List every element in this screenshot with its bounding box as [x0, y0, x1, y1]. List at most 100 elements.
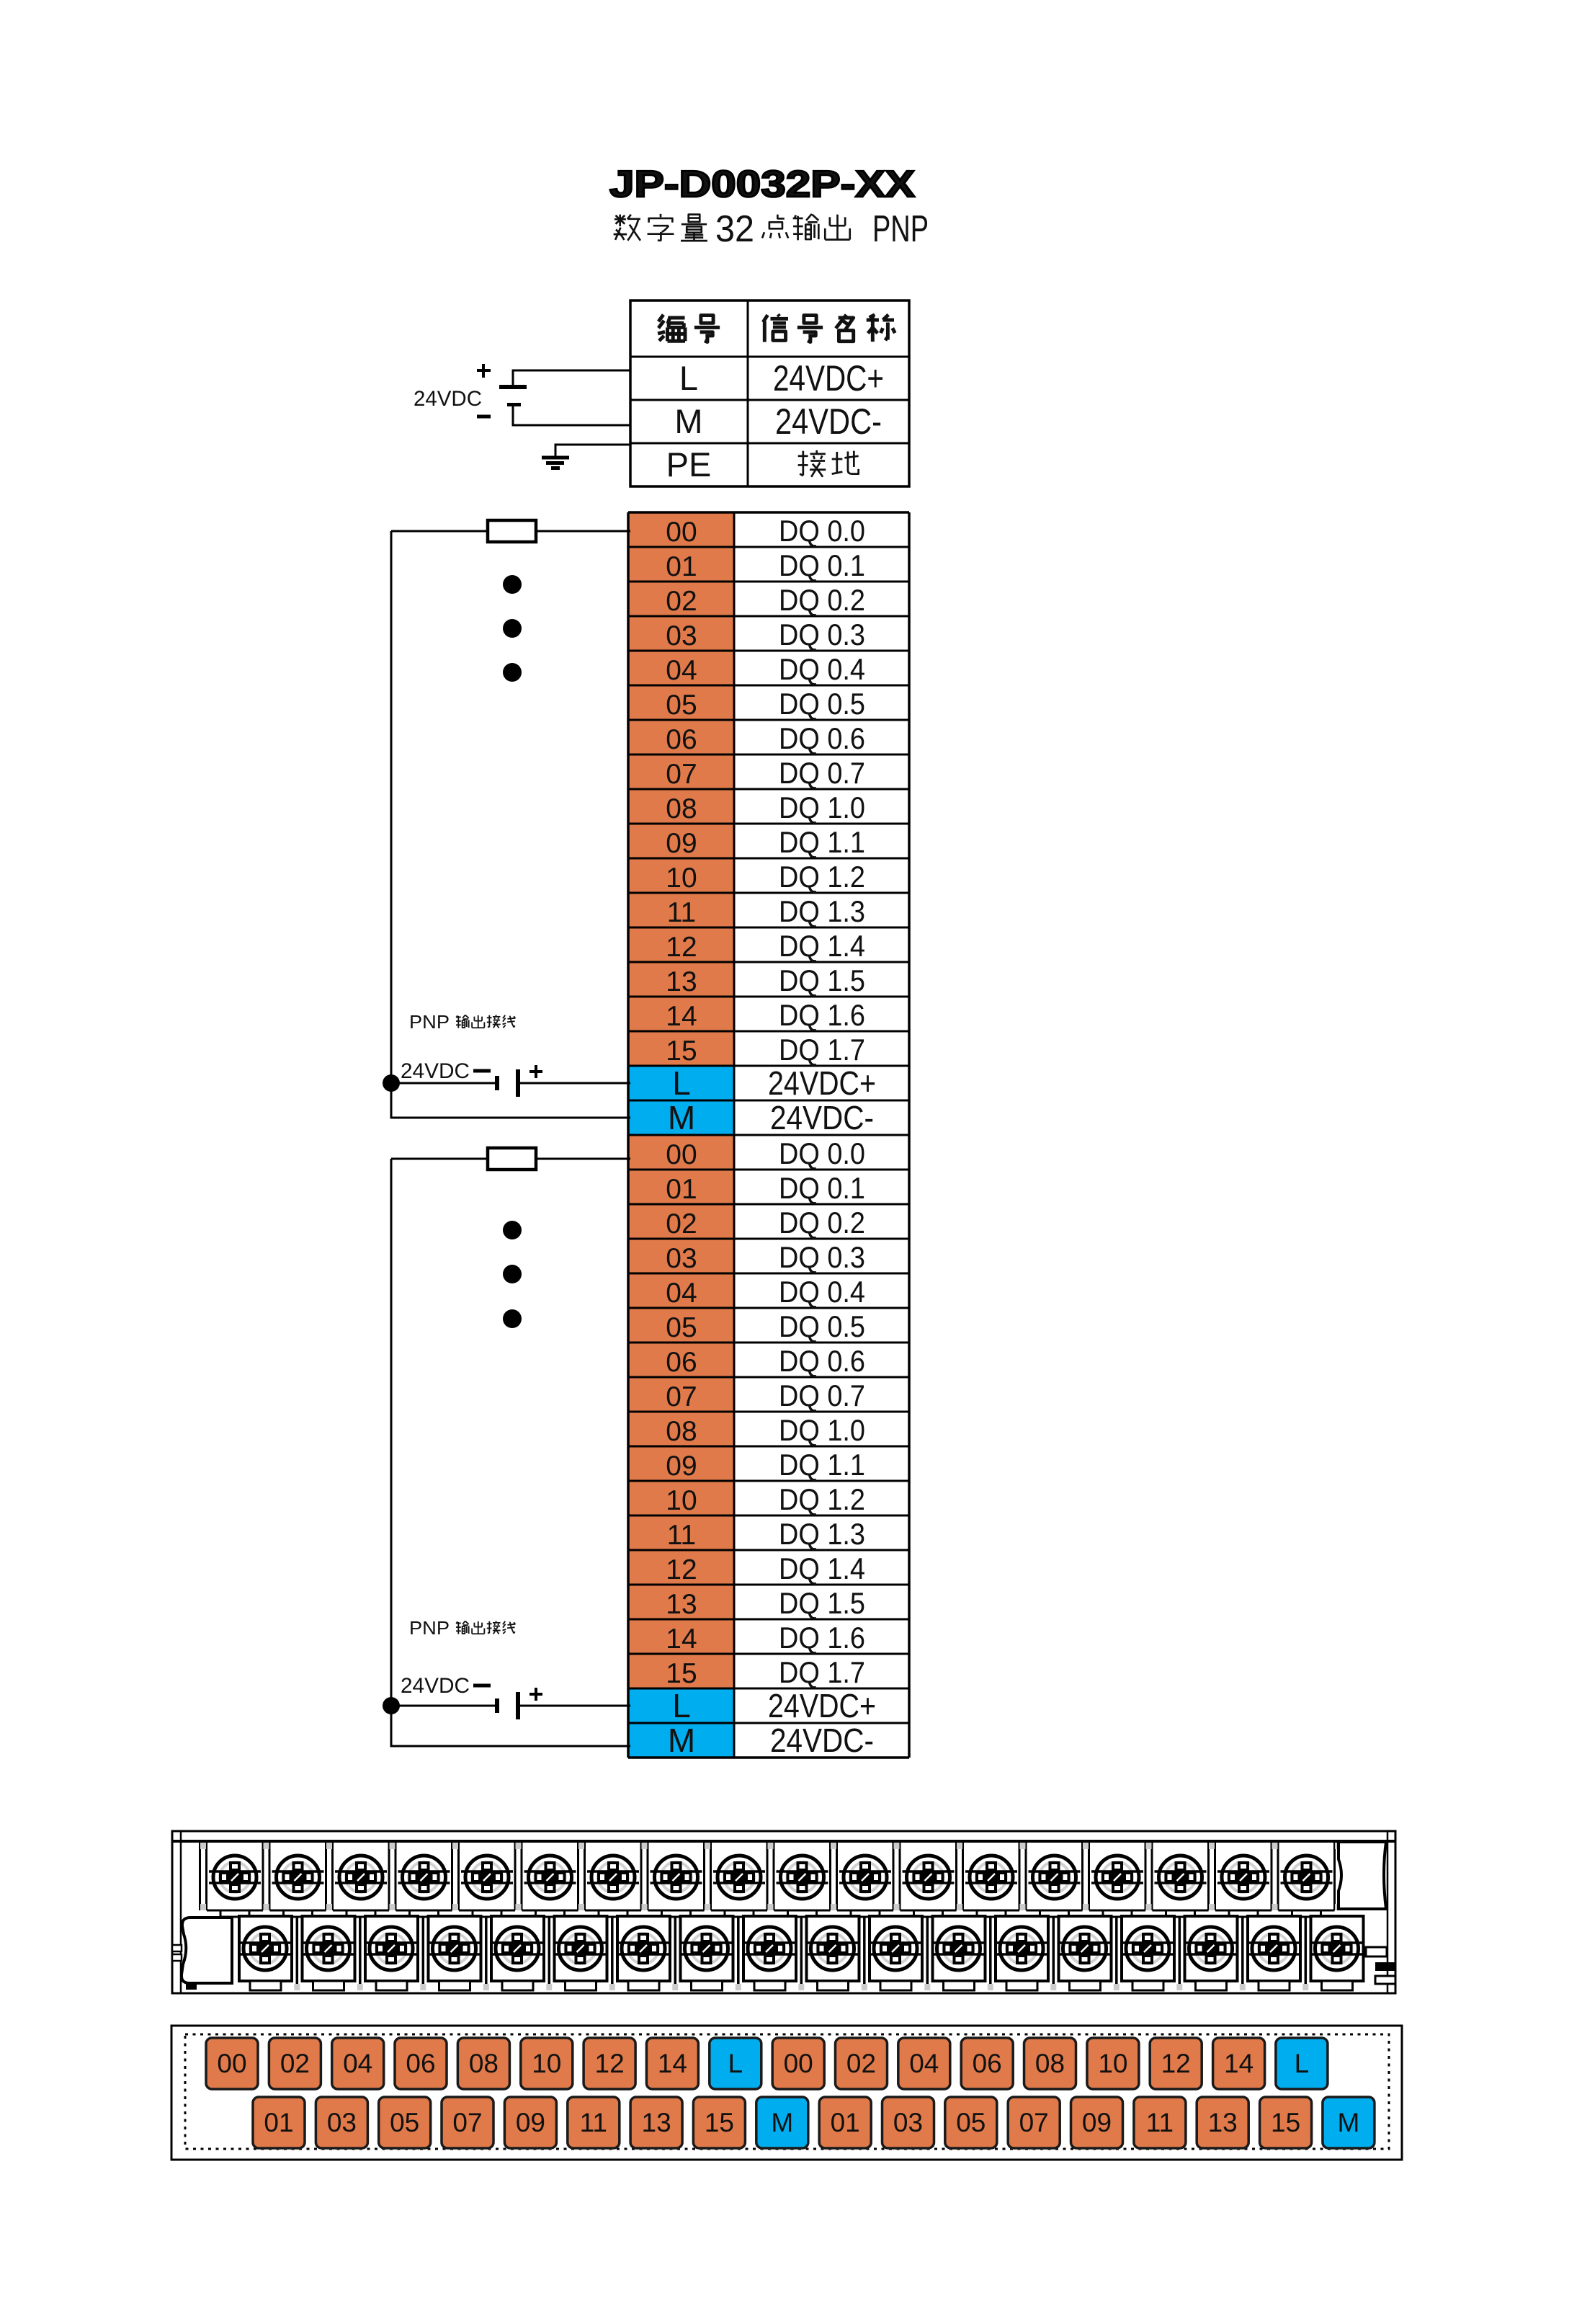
svg-text:DQ 0.6: DQ 0.6	[779, 1344, 865, 1378]
svg-text:04: 04	[666, 655, 697, 686]
svg-text:M: M	[668, 1099, 695, 1136]
svg-text:24VDC+: 24VDC+	[768, 1064, 876, 1102]
svg-text:02: 02	[280, 2049, 310, 2078]
svg-text:DQ 1.2: DQ 1.2	[779, 1482, 865, 1516]
svg-text:12: 12	[666, 932, 697, 963]
svg-text:DQ 0.3: DQ 0.3	[779, 1240, 865, 1274]
svg-text:L: L	[728, 2049, 743, 2078]
svg-text:04: 04	[343, 2049, 372, 2078]
svg-text:DQ 1.2: DQ 1.2	[779, 860, 865, 894]
svg-text:10: 10	[666, 863, 697, 894]
svg-text:DQ 1.4: DQ 1.4	[779, 1551, 865, 1585]
svg-text:15: 15	[1271, 2108, 1300, 2137]
svg-text:01: 01	[666, 551, 697, 582]
svg-text:12: 12	[595, 2049, 625, 2078]
svg-text:DQ 0.7: DQ 0.7	[779, 1379, 865, 1412]
svg-text:08: 08	[666, 1416, 697, 1447]
svg-text:05: 05	[666, 1312, 697, 1343]
svg-text:DQ 0.2: DQ 0.2	[779, 583, 865, 617]
svg-text:07: 07	[452, 2108, 482, 2137]
svg-text:10: 10	[1098, 2049, 1127, 2078]
svg-text:DQ 0.4: DQ 0.4	[779, 652, 865, 686]
svg-text:DQ 0.0: DQ 0.0	[779, 514, 865, 548]
svg-text:03: 03	[666, 1243, 697, 1274]
svg-text:04: 04	[909, 2049, 939, 2078]
svg-text:24VDC-: 24VDC-	[770, 1722, 874, 1759]
svg-text:01: 01	[666, 1174, 697, 1205]
svg-text:PNP: PNP	[409, 1011, 450, 1033]
svg-text:06: 06	[666, 724, 697, 755]
svg-text:07: 07	[1019, 2108, 1049, 2137]
svg-text:14: 14	[666, 1624, 697, 1655]
svg-text:11: 11	[667, 1520, 697, 1551]
svg-text:02: 02	[846, 2049, 876, 2078]
svg-text:06: 06	[406, 2049, 435, 2078]
svg-text:07: 07	[666, 759, 697, 790]
svg-text:09: 09	[516, 2108, 545, 2137]
svg-text:11: 11	[1146, 2108, 1174, 2137]
svg-text:DQ 1.1: DQ 1.1	[779, 1448, 865, 1482]
svg-text:07: 07	[666, 1381, 697, 1412]
svg-text:00: 00	[784, 2049, 813, 2078]
svg-text:M: M	[668, 1722, 695, 1759]
svg-text:05: 05	[666, 690, 697, 721]
svg-text:13: 13	[1208, 2108, 1238, 2137]
svg-text:DQ 1.6: DQ 1.6	[779, 1621, 865, 1655]
svg-text:14: 14	[658, 2049, 687, 2078]
svg-text:DQ 0.4: DQ 0.4	[779, 1275, 865, 1309]
svg-text:15: 15	[666, 1658, 697, 1689]
svg-text:DQ 1.5: DQ 1.5	[779, 963, 865, 997]
svg-text:05: 05	[390, 2108, 419, 2137]
svg-text:01: 01	[831, 2108, 860, 2137]
svg-text:14: 14	[666, 1001, 697, 1032]
svg-text:08: 08	[1035, 2049, 1065, 2078]
svg-text:09: 09	[666, 1451, 697, 1482]
svg-text:09: 09	[666, 828, 697, 859]
svg-text:10: 10	[532, 2049, 561, 2078]
svg-text:M: M	[674, 402, 702, 440]
svg-text:06: 06	[973, 2049, 1002, 2078]
svg-text:DQ 0.5: DQ 0.5	[779, 1309, 865, 1343]
svg-text:DQ 1.3: DQ 1.3	[779, 894, 865, 928]
svg-text:DQ 0.2: DQ 0.2	[779, 1206, 865, 1239]
svg-text:01: 01	[264, 2108, 293, 2137]
svg-text:DQ 1.0: DQ 1.0	[779, 791, 865, 824]
svg-text:00: 00	[666, 517, 697, 548]
svg-text:L: L	[672, 1064, 691, 1102]
svg-text:L: L	[672, 1687, 691, 1724]
svg-text:24VDC+: 24VDC+	[768, 1687, 876, 1724]
svg-text:PE: PE	[666, 445, 712, 484]
svg-text:12: 12	[1161, 2049, 1191, 2078]
svg-text:03: 03	[327, 2108, 357, 2137]
svg-text:DQ 1.7: DQ 1.7	[779, 1033, 865, 1067]
svg-text:06: 06	[666, 1347, 697, 1378]
svg-text:12: 12	[666, 1554, 697, 1585]
svg-text:DQ 1.3: DQ 1.3	[779, 1517, 865, 1551]
svg-text:14: 14	[1224, 2049, 1253, 2078]
svg-text:15: 15	[705, 2108, 734, 2137]
svg-text:DQ 0.1: DQ 0.1	[779, 548, 865, 582]
svg-text:PNP: PNP	[872, 208, 929, 250]
svg-text:03: 03	[666, 620, 697, 651]
svg-text:32: 32	[715, 208, 754, 250]
svg-text:DQ 1.7: DQ 1.7	[779, 1655, 865, 1689]
svg-text:15: 15	[666, 1036, 697, 1067]
svg-text:DQ 0.7: DQ 0.7	[779, 756, 865, 790]
svg-text:08: 08	[469, 2049, 499, 2078]
svg-text:24VDC: 24VDC	[401, 1674, 470, 1698]
svg-text:13: 13	[642, 2108, 671, 2137]
svg-text:11: 11	[667, 897, 697, 928]
svg-text:00: 00	[666, 1139, 697, 1170]
svg-text:24VDC-: 24VDC-	[770, 1099, 874, 1136]
svg-text:M: M	[771, 2108, 793, 2137]
svg-text:DQ 0.6: DQ 0.6	[779, 721, 865, 755]
svg-text:08: 08	[666, 793, 697, 824]
svg-text:24VDC+: 24VDC+	[773, 358, 884, 399]
svg-text:DQ 1.6: DQ 1.6	[779, 998, 865, 1032]
svg-text:DQ 1.1: DQ 1.1	[779, 825, 865, 859]
svg-text:DQ 0.3: DQ 0.3	[779, 618, 865, 651]
svg-text:24VDC: 24VDC	[414, 387, 482, 411]
svg-text:24VDC: 24VDC	[401, 1059, 470, 1083]
svg-text:05: 05	[956, 2108, 986, 2137]
svg-text:24VDC-: 24VDC-	[775, 401, 882, 442]
